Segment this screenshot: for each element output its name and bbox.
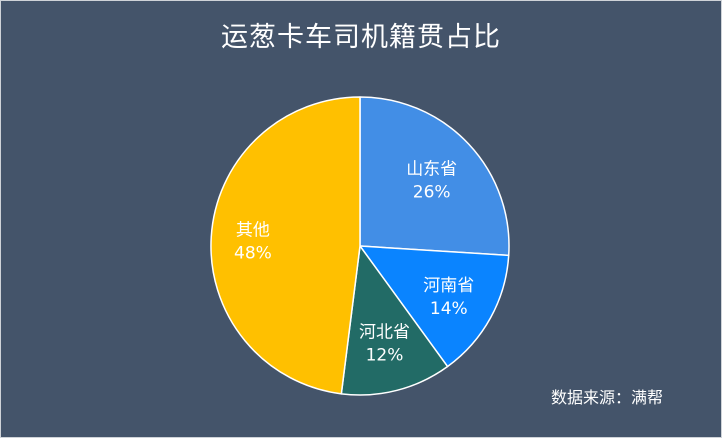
slice-value-label: 14%: [430, 299, 468, 319]
slice-label: 河南省: [423, 276, 474, 296]
slice-label: 河北省: [359, 322, 410, 342]
pie-slice: [340, 245, 449, 396]
pie-slice: [359, 96, 510, 257]
slice-value-label: 26%: [413, 183, 451, 203]
source-note: 数据来源：满帮: [551, 388, 664, 407]
slice-label: 其他: [236, 220, 270, 240]
pie-slice: [359, 245, 510, 368]
slice-value-label: 12%: [366, 345, 404, 365]
pie-slice: [210, 96, 361, 395]
chart-title: 运葱卡车司机籍贯占比: [221, 22, 501, 53]
slice-value-label: 48%: [234, 243, 272, 263]
slice-label: 山东省: [406, 160, 457, 180]
